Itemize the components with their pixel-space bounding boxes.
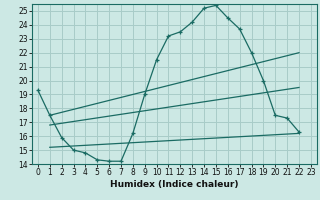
X-axis label: Humidex (Indice chaleur): Humidex (Indice chaleur) — [110, 180, 239, 189]
